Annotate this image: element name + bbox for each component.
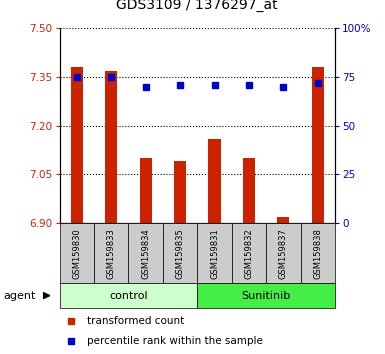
Text: GSM159833: GSM159833 <box>107 228 116 279</box>
Text: agent: agent <box>4 291 36 301</box>
Bar <box>197 283 335 308</box>
Text: GSM159830: GSM159830 <box>72 228 81 279</box>
Bar <box>243 158 255 223</box>
Bar <box>163 223 197 283</box>
Text: Sunitinib: Sunitinib <box>241 291 291 301</box>
Bar <box>60 283 197 308</box>
Text: GSM159838: GSM159838 <box>313 228 322 279</box>
Text: GDS3109 / 1376297_at: GDS3109 / 1376297_at <box>117 0 278 12</box>
Bar <box>71 67 83 223</box>
Text: GSM159837: GSM159837 <box>279 228 288 279</box>
Text: transformed count: transformed count <box>87 316 184 326</box>
Bar <box>174 161 186 223</box>
Bar <box>266 223 301 283</box>
Bar <box>277 217 290 223</box>
Text: GSM159831: GSM159831 <box>210 228 219 279</box>
Bar <box>140 158 152 223</box>
Bar <box>312 67 324 223</box>
Bar <box>60 223 94 283</box>
Text: GSM159835: GSM159835 <box>176 228 185 279</box>
Bar <box>129 223 163 283</box>
Text: GSM159832: GSM159832 <box>244 228 253 279</box>
Text: control: control <box>109 291 148 301</box>
Bar <box>105 70 117 223</box>
Bar <box>301 223 335 283</box>
Bar <box>197 223 232 283</box>
Bar <box>232 223 266 283</box>
Text: GSM159834: GSM159834 <box>141 228 150 279</box>
Bar <box>209 139 221 223</box>
Bar <box>94 223 129 283</box>
Text: percentile rank within the sample: percentile rank within the sample <box>87 336 263 346</box>
